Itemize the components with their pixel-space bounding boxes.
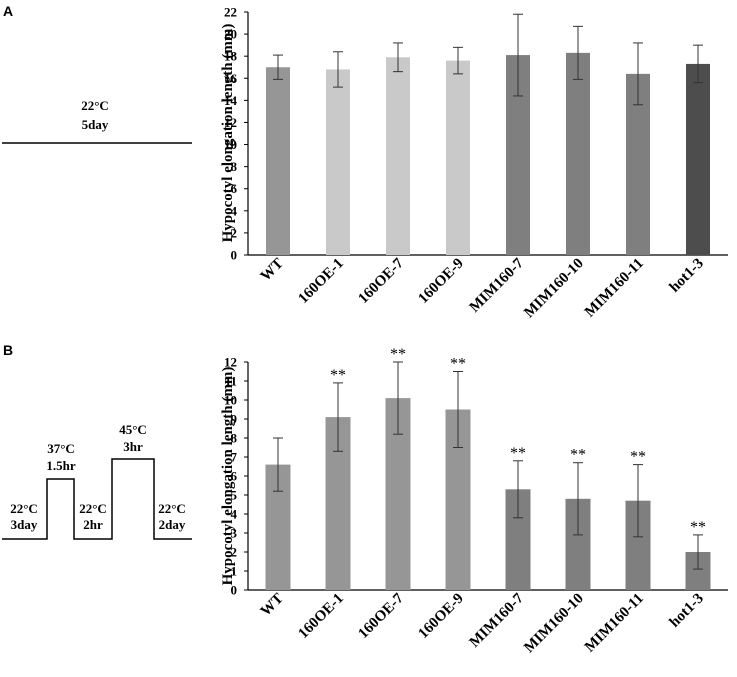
- step-4-temp: 45°C: [119, 422, 147, 437]
- chart-b-category-label: 160OE-9: [415, 591, 466, 642]
- chart-b-y-tick-label: 8: [231, 431, 238, 446]
- chart-b-y-tick-label: 11: [225, 374, 237, 389]
- chart-b-y-tick-label: 10: [224, 393, 237, 408]
- chart-a-y-tick-label: 20: [224, 27, 237, 42]
- step-5-duration: 2day: [159, 517, 186, 532]
- chart-a-y-tick-label: 10: [224, 137, 237, 152]
- chart-b-y-tick-label: 0: [231, 583, 238, 598]
- chart-b-y-axis-label: Hypocotyl elongation length (mm): [220, 367, 236, 586]
- step-2-temp: 37°C: [47, 441, 75, 456]
- chart-a-category-label: 160OE-9: [415, 256, 466, 307]
- chart-a-category-label: WT: [258, 256, 287, 285]
- chart-b-significance-label: **: [570, 447, 586, 464]
- chart-b-y-tick-label: 4: [231, 507, 238, 522]
- chart-a-category-label: MIM160-7: [467, 255, 528, 316]
- step-5-temp: 22°C: [158, 501, 186, 516]
- chart-a-y-tick-label: 22: [224, 5, 237, 20]
- chart-a-y-tick-label: 12: [224, 115, 237, 130]
- panel-b-temperature-profile: [2, 458, 192, 540]
- panel-a-duration: 5day: [82, 117, 109, 132]
- chart-a-y-tick-label: 8: [231, 159, 238, 174]
- panel-a-schematic: A 22°C 5day: [2, 3, 192, 144]
- chart-a-y-tick-label: 16: [224, 71, 238, 86]
- chart-b-y-tick-label: 3: [231, 526, 238, 541]
- chart-a-category-label: 160OE-7: [355, 255, 407, 307]
- chart-b-y-tick-label: 9: [231, 412, 238, 427]
- chart-a-bar: [446, 60, 470, 255]
- chart-a-bar: [386, 57, 410, 255]
- chart-b-significance-label: **: [690, 519, 706, 536]
- chart-b-y-tick-label: 2: [231, 545, 238, 560]
- chart-b-category-label: 160OE-7: [355, 590, 407, 642]
- chart-b-y-tick-label: 6: [231, 469, 238, 484]
- chart-a-y-tick-label: 14: [224, 93, 238, 108]
- chart-a-bar: [266, 67, 290, 256]
- chart-a-category-label: hot1-3: [667, 256, 707, 296]
- panel-a-temp: 22°C: [81, 98, 109, 113]
- step-2-duration: 1.5hr: [46, 458, 75, 473]
- chart-b-y-tick-label: 1: [231, 564, 238, 579]
- chart-b-category-label: hot1-3: [667, 591, 707, 631]
- chart-b-significance-label: **: [390, 346, 406, 363]
- panel-a-letter: A: [3, 3, 13, 19]
- chart-b-significance-label: **: [450, 356, 466, 373]
- chart-a-y-axis-label: Hypocotyl elongation length (mm): [220, 24, 236, 243]
- chart-a-category-label: MIM160-10: [521, 256, 587, 322]
- step-4-duration: 3hr: [123, 439, 143, 454]
- chart-b-category-label: MIM160-10: [521, 591, 587, 657]
- chart-a-y-tick-label: 4: [231, 203, 238, 218]
- chart-a-y-tick-label: 0: [231, 248, 238, 263]
- chart-a-bar: [686, 63, 710, 255]
- chart-b-category-label: WT: [258, 591, 287, 620]
- chart-b-category-label: MIM160-7: [467, 590, 528, 651]
- step-1-duration: 3day: [11, 517, 38, 532]
- chart-a-bar: [566, 52, 590, 256]
- chart-b-y-tick-label: 7: [231, 450, 238, 465]
- chart-b-y-tick-label: 12: [224, 355, 237, 370]
- panel-b-schematic: B 22°C 3day 37°C 1.5hr 22°C 2hr 45°C 3hr…: [2, 342, 192, 540]
- chart-a-y-tick-label: 6: [231, 181, 238, 196]
- chart-b-significance-label: **: [330, 367, 346, 384]
- step-1-temp: 22°C: [10, 501, 38, 516]
- chart-b-category-label: MIM160-11: [582, 591, 647, 656]
- chart-b-category-label: 160OE-1: [295, 591, 346, 642]
- chart-a: 0 2 4 6 8 10 12 14 16 18 20 22 Hypocotyl elongation …: [220, 5, 728, 322]
- chart-a-bar: [326, 69, 350, 255]
- chart-b-significance-label: **: [630, 449, 646, 466]
- step-3-temp: 22°C: [79, 501, 107, 516]
- chart-b-significance-label: **: [510, 445, 526, 462]
- panel-b-letter: B: [3, 342, 13, 358]
- chart-a-category-label: MIM160-11: [582, 256, 647, 321]
- chart-a-category-label: 160OE-1: [295, 256, 346, 307]
- chart-a-y-tick-label: 2: [231, 225, 238, 240]
- chart-a-y-tick-label: 18: [224, 49, 238, 64]
- chart-b-y-tick-label: 5: [231, 488, 238, 503]
- step-3-duration: 2hr: [83, 517, 103, 532]
